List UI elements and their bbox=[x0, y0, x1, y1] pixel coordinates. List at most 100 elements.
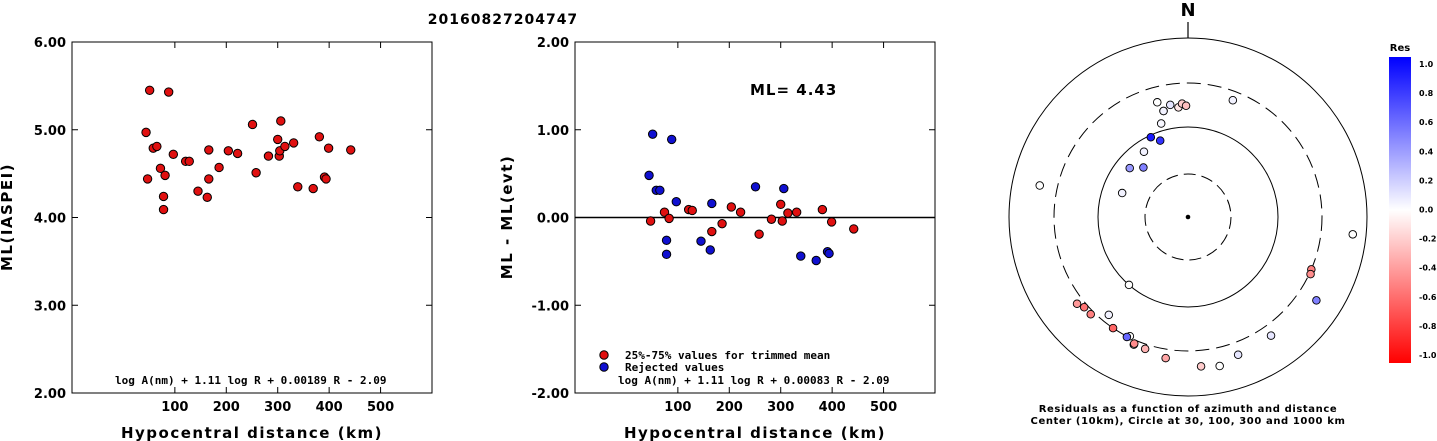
colorbar-tick-label: -0.8 bbox=[1419, 322, 1437, 331]
y-tick-label: 1.00 bbox=[537, 124, 569, 139]
station-marker bbox=[1124, 280, 1134, 290]
data-point bbox=[204, 174, 214, 184]
station-marker bbox=[1196, 362, 1206, 371]
x-ticks: 100 200 300 400 500 bbox=[161, 42, 394, 415]
epicenter-marker bbox=[1185, 214, 1191, 220]
data-point bbox=[647, 129, 658, 139]
station-marker bbox=[1108, 323, 1118, 333]
station-marker bbox=[1086, 310, 1095, 319]
data-point bbox=[705, 245, 715, 255]
polar-caption-line-2: Center (10km), Circle at 30, 100, 300 an… bbox=[1031, 416, 1346, 427]
data-point bbox=[754, 229, 764, 239]
station-marker bbox=[1348, 230, 1358, 239]
data-point bbox=[160, 170, 170, 181]
x-tick-label: 300 bbox=[264, 400, 291, 415]
data-point bbox=[777, 216, 787, 226]
station-marker bbox=[1215, 361, 1224, 371]
ring-30km bbox=[1144, 173, 1232, 261]
x-tick-label: 200 bbox=[716, 400, 743, 415]
data-point bbox=[308, 183, 318, 194]
station-marker bbox=[1122, 332, 1132, 342]
data-point bbox=[645, 216, 656, 226]
data-point bbox=[223, 146, 234, 156]
station-marker bbox=[1165, 100, 1175, 110]
data-point bbox=[263, 151, 274, 161]
colorbar-title: Res bbox=[1390, 43, 1410, 54]
data-point bbox=[155, 163, 166, 174]
data-point bbox=[664, 213, 674, 224]
figure-title: 20160827204747 bbox=[428, 12, 578, 28]
station-marker bbox=[1228, 95, 1238, 105]
data-point bbox=[750, 182, 761, 192]
data-point bbox=[232, 148, 243, 159]
azimuth-residual-map: N Residuals as a function of azimuth and… bbox=[1008, 0, 1368, 427]
data-point bbox=[707, 198, 717, 209]
data-point bbox=[717, 218, 727, 229]
data-point bbox=[288, 138, 299, 148]
data-point bbox=[687, 205, 697, 216]
data-point bbox=[849, 224, 859, 234]
plot-frame bbox=[71, 41, 433, 394]
data-point bbox=[817, 204, 828, 215]
station-marker bbox=[1140, 344, 1150, 354]
y-tick-label: 4.00 bbox=[34, 212, 66, 227]
y-ticks: 2.00 3.00 4.00 5.00 6.00 bbox=[34, 36, 432, 402]
station-marker bbox=[1139, 163, 1148, 172]
y-tick-label: -1.00 bbox=[532, 299, 569, 314]
station-marker bbox=[1072, 299, 1082, 308]
station-marker bbox=[1155, 136, 1165, 145]
data-points bbox=[644, 129, 859, 266]
data-point bbox=[314, 132, 325, 142]
colorbar-gradient bbox=[1389, 57, 1411, 363]
station-marker bbox=[1312, 296, 1321, 305]
data-point bbox=[158, 204, 169, 215]
colorbar-tick-label: -0.2 bbox=[1419, 235, 1437, 244]
data-point bbox=[321, 174, 331, 184]
data-point bbox=[735, 207, 746, 217]
data-point bbox=[184, 156, 194, 167]
x-tick-label: 100 bbox=[161, 400, 188, 415]
data-point bbox=[276, 116, 286, 126]
north-label: N bbox=[1180, 0, 1195, 21]
legend-marker-trimmed bbox=[599, 350, 609, 360]
data-point bbox=[779, 183, 789, 194]
colorbar-tick-label: 0.2 bbox=[1419, 176, 1433, 185]
legend-label-trimmed: 25%-75% values for trimmed mean bbox=[625, 349, 830, 362]
colorbar-tick-label: -0.4 bbox=[1419, 264, 1437, 273]
x-tick-label: 400 bbox=[316, 400, 343, 415]
colorbar-tick-label: 0.4 bbox=[1419, 147, 1434, 156]
x-tick-label: 100 bbox=[664, 400, 691, 415]
data-point bbox=[152, 141, 162, 152]
data-point bbox=[661, 249, 672, 260]
data-point bbox=[163, 87, 174, 97]
colorbar-tick-label: 0.6 bbox=[1419, 118, 1434, 127]
y-tick-label: -2.00 bbox=[532, 387, 569, 402]
equation-label: log A(nm) + 1.11 log R + 0.00189 R - 2.0… bbox=[115, 374, 387, 387]
station-marker bbox=[1233, 350, 1243, 359]
y-tick-label: 3.00 bbox=[34, 299, 66, 314]
x-tick-label: 200 bbox=[213, 400, 240, 415]
station-marker bbox=[1306, 269, 1315, 279]
y-axis-label: ML - ML(evt) bbox=[498, 155, 516, 279]
colorbar-tick-label: 0.0 bbox=[1419, 206, 1434, 215]
ring-100km bbox=[1097, 126, 1279, 308]
data-point bbox=[346, 145, 356, 155]
y-tick-label: 2.00 bbox=[34, 387, 66, 402]
x-axis-label: Hypocentral distance (km) bbox=[121, 424, 383, 441]
data-point bbox=[293, 182, 303, 192]
data-point bbox=[661, 235, 672, 246]
station-marker bbox=[1117, 188, 1127, 198]
x-ticks: 100 200 300 400 500 bbox=[664, 42, 897, 415]
station-marker bbox=[1153, 98, 1162, 107]
station-marker bbox=[1146, 132, 1156, 142]
colorbar-tick-label: -0.6 bbox=[1419, 293, 1437, 302]
legend-label-rejected: Rejected values bbox=[625, 361, 724, 374]
data-point bbox=[158, 191, 169, 202]
colorbar-labels: 1.0 0.8 0.6 0.4 0.2 0.0 -0.2 -0.4 -0.6 -0.8 -1.0 bbox=[1419, 60, 1437, 360]
colorbar-tick-label: -1.0 bbox=[1419, 351, 1437, 360]
station-marker bbox=[1079, 302, 1089, 312]
station-points bbox=[1035, 95, 1358, 371]
data-point bbox=[280, 141, 290, 152]
station-marker bbox=[1266, 331, 1276, 340]
